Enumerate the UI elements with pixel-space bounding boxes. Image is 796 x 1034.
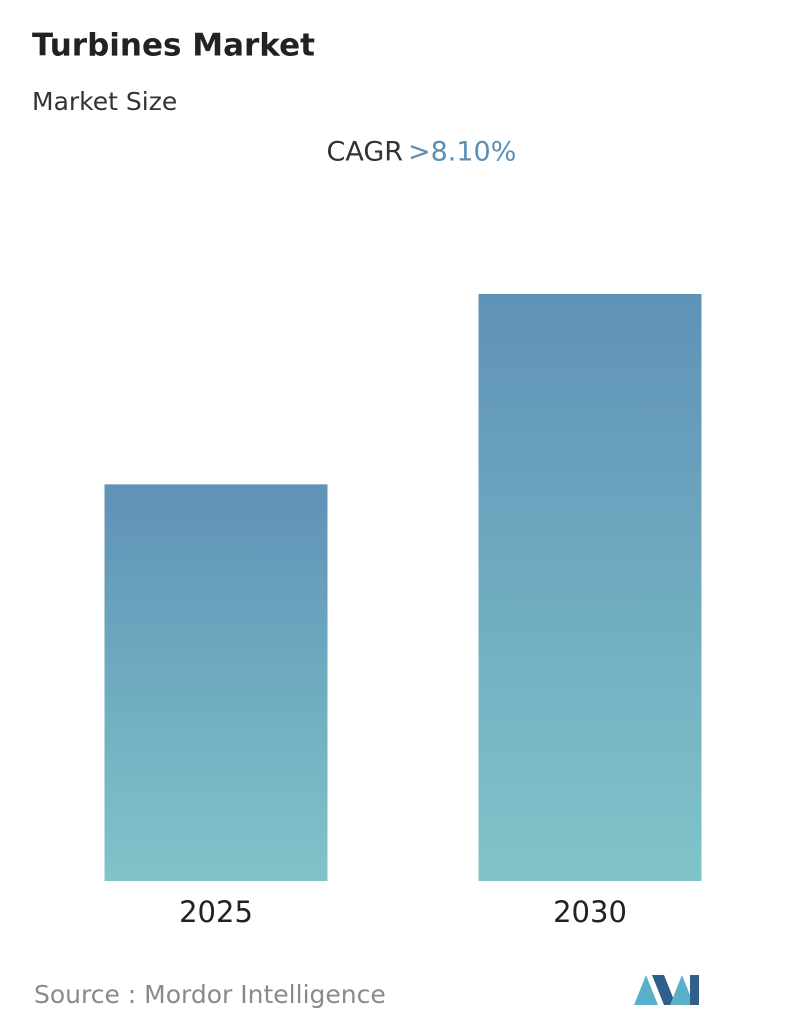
cagr-label: CAGR — [326, 137, 403, 168]
x-tick-label: 2025 — [179, 895, 253, 929]
bar — [478, 294, 702, 881]
x-tick-label: 2030 — [553, 895, 627, 929]
cagr-value: >8.10% — [408, 137, 516, 168]
chart-title: Turbines Market — [32, 28, 315, 64]
chart-subtitle: Market Size — [32, 87, 177, 116]
source: Source : Mordor Intelligence — [34, 980, 386, 1009]
logo — [634, 975, 699, 1005]
bar — [104, 484, 328, 881]
